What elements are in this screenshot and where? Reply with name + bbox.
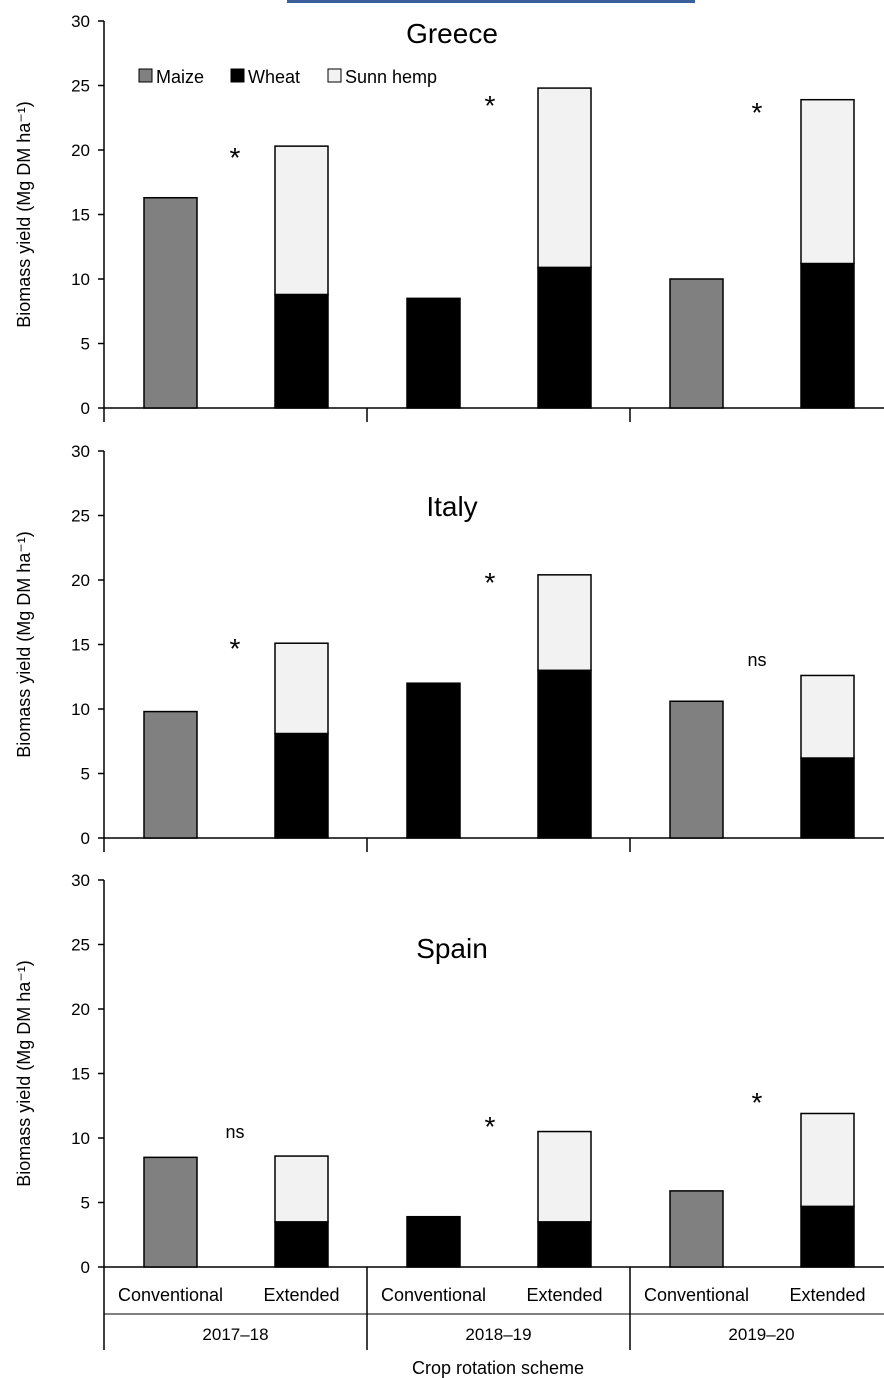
bar-segment-sunn-hemp [274,642,329,735]
group-label: 2019–20 [728,1325,794,1344]
bar-segment-wheat [800,757,855,839]
bar-segment-maize [669,278,724,409]
significance-annotation: * [752,1087,763,1118]
bar-segment-sunn-hemp [537,87,592,269]
bar-segment-sunn-hemp [537,574,592,672]
bar-segment-wheat [274,732,329,839]
bar-segment-sunn-hemp [800,1112,855,1208]
y-tick-label: 20 [71,141,90,160]
x-tick-label: Conventional [118,1285,223,1305]
legend-swatch-sunn-hemp [327,68,342,83]
y-axis-label: Biomass yield (Mg DM ha⁻¹) [14,960,34,1187]
legend-label-wheat: Wheat [248,67,300,87]
y-tick-label: 25 [71,936,90,955]
bar-segment-maize [143,1156,198,1268]
bar-segment-maize [143,196,198,409]
y-tick-label: 15 [71,1065,90,1084]
x-tick-label: Extended [263,1285,339,1305]
legend-swatch-wheat [230,68,245,83]
bar-segment-wheat [537,266,592,409]
bar-segment-sunn-hemp [274,1155,329,1223]
legend-label-maize: Maize [156,67,204,87]
bar-segment-maize [669,1190,724,1268]
y-axis-label: Biomass yield (Mg DM ha⁻¹) [14,531,34,758]
significance-annotation: * [230,142,241,173]
bar-segment-wheat [274,293,329,409]
y-tick-label: 5 [81,1194,90,1213]
significance-annotation: ns [747,650,766,670]
y-tick-label: 30 [71,871,90,890]
bar-segment-wheat [537,669,592,839]
significance-annotation: * [752,97,763,128]
group-label: 2018–19 [465,1325,531,1344]
y-tick-label: 30 [71,442,90,461]
bar-segment-sunn-hemp [537,1130,592,1223]
group-label: 2017–18 [202,1325,268,1344]
panel-title: Greece [406,18,498,49]
bar-segment-wheat [406,297,461,409]
panel-title: Italy [426,491,477,522]
y-tick-label: 5 [81,335,90,354]
y-tick-label: 0 [81,399,90,418]
bar-segment-wheat [406,1215,461,1268]
y-axis-label: Biomass yield (Mg DM ha⁻¹) [14,101,34,328]
y-tick-label: 0 [81,1258,90,1277]
y-tick-label: 25 [71,507,90,526]
y-tick-label: 30 [71,12,90,31]
significance-annotation: * [230,633,241,664]
bar-segment-wheat [406,682,461,839]
panel-title: Spain [416,933,488,964]
y-tick-label: 10 [71,1129,90,1148]
x-tick-label: Conventional [644,1285,749,1305]
bar-segment-wheat [800,262,855,409]
y-tick-label: 15 [71,636,90,655]
x-axis-title: Crop rotation scheme [412,1358,584,1378]
bar-segment-wheat [800,1205,855,1268]
significance-annotation: * [485,567,496,598]
x-tick-label: Extended [526,1285,602,1305]
bar-segment-sunn-hemp [800,98,855,265]
x-tick-label: Conventional [381,1285,486,1305]
bar-segment-wheat [537,1221,592,1268]
bar-segment-wheat [274,1221,329,1268]
legend-label-sunn-hemp: Sunn hemp [345,67,437,87]
y-tick-label: 15 [71,206,90,225]
legend: Maize Wheat Sunn hemp [138,67,437,87]
significance-annotation: ns [225,1122,244,1142]
y-tick-label: 10 [71,270,90,289]
significance-annotation: * [485,90,496,121]
y-tick-label: 10 [71,700,90,719]
x-tick-label: Extended [789,1285,865,1305]
legend-swatch-maize [138,68,153,83]
bar-segment-maize [143,710,198,839]
bar-segment-sunn-hemp [800,674,855,759]
y-tick-label: 5 [81,765,90,784]
top-banner-strip [287,0,695,3]
significance-annotation: * [485,1111,496,1142]
y-tick-label: 0 [81,829,90,848]
y-tick-label: 25 [71,77,90,96]
y-tick-label: 20 [71,571,90,590]
bar-segment-sunn-hemp [274,145,329,296]
bar-segment-maize [669,700,724,839]
y-tick-label: 20 [71,1000,90,1019]
